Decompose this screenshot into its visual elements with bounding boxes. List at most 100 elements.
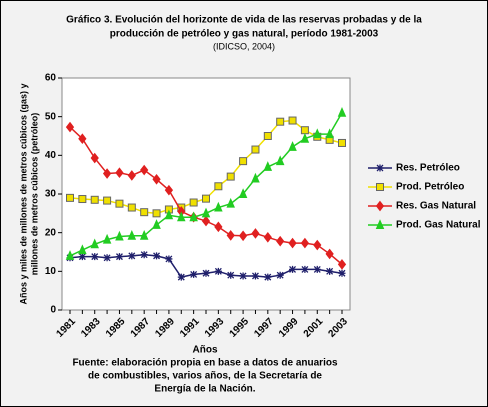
- marker: [189, 211, 198, 222]
- marker: [177, 273, 185, 281]
- marker: [90, 238, 99, 249]
- marker: [202, 269, 210, 277]
- y-axis-label: Años y miles de millones de metros cúbic…: [18, 83, 28, 304]
- marker: [300, 132, 310, 143]
- y-tick-label: 20: [45, 227, 57, 238]
- marker: [263, 132, 272, 140]
- marker: [152, 209, 161, 218]
- marker: [226, 197, 235, 208]
- marker: [127, 230, 137, 240]
- marker: [103, 196, 112, 205]
- marker: [140, 251, 148, 259]
- marker: [102, 233, 112, 244]
- marker: [226, 230, 235, 241]
- source-note: Energía de la Nación.: [154, 384, 255, 395]
- marker: [326, 267, 334, 275]
- marker: [153, 252, 161, 260]
- marker: [276, 117, 285, 126]
- marker: [251, 272, 259, 280]
- chart-subtitle: (IDICSO, 2004): [213, 41, 275, 51]
- marker: [127, 203, 136, 212]
- chart-title: Gráfico 3. Evolución del horizonte de vi…: [66, 15, 422, 26]
- marker: [202, 194, 210, 203]
- marker: [264, 273, 272, 281]
- marker: [313, 265, 321, 273]
- marker: [251, 228, 260, 239]
- marker: [276, 235, 285, 247]
- marker: [300, 126, 309, 135]
- marker: [214, 267, 222, 275]
- marker: [115, 199, 124, 208]
- marker: [115, 230, 124, 241]
- legend-marker: [376, 183, 384, 191]
- marker: [164, 184, 174, 196]
- marker: [337, 259, 347, 270]
- marker: [289, 265, 297, 273]
- marker: [214, 182, 223, 191]
- legend-marker: [376, 164, 384, 172]
- marker: [127, 170, 136, 181]
- marker: [239, 272, 247, 280]
- marker: [65, 250, 75, 260]
- marker: [165, 255, 173, 263]
- marker: [288, 237, 297, 249]
- marker: [263, 231, 272, 243]
- marker: [115, 253, 123, 261]
- marker: [325, 128, 334, 139]
- marker: [102, 168, 112, 179]
- marker: [238, 230, 248, 242]
- y-tick-label: 30: [45, 189, 57, 200]
- marker: [103, 254, 111, 262]
- legend-marker: [375, 219, 385, 229]
- x-axis-label: Años: [193, 345, 218, 356]
- marker: [251, 172, 260, 183]
- marker: [140, 208, 149, 217]
- marker: [78, 133, 87, 145]
- marker: [338, 138, 346, 147]
- marker: [140, 164, 149, 176]
- marker: [288, 116, 297, 125]
- marker: [325, 248, 334, 260]
- source-note: de combustibles, varios años, de la Secr…: [88, 371, 322, 382]
- marker: [139, 230, 149, 240]
- legend-marker: [375, 200, 385, 212]
- marker: [238, 188, 248, 198]
- marker: [313, 128, 322, 139]
- source-note: Fuente: elaboración propia en base a dat…: [72, 358, 338, 369]
- marker: [227, 271, 235, 279]
- marker: [66, 193, 74, 202]
- y-tick-label: 0: [50, 305, 56, 316]
- marker: [263, 161, 273, 171]
- legend-label: Prod. Petróleo: [396, 182, 464, 193]
- marker: [288, 141, 297, 151]
- y-tick-label: 60: [45, 73, 57, 84]
- marker: [239, 157, 248, 166]
- marker: [275, 155, 285, 166]
- marker: [164, 209, 174, 220]
- marker: [214, 201, 223, 212]
- marker: [251, 145, 260, 154]
- marker: [300, 237, 310, 249]
- marker: [91, 253, 99, 261]
- marker: [177, 211, 186, 222]
- marker: [189, 198, 198, 207]
- marker: [78, 253, 86, 261]
- marker: [301, 265, 309, 273]
- legend-label: Res. Gas Natural: [396, 201, 476, 212]
- marker: [201, 207, 211, 218]
- marker: [90, 152, 99, 164]
- legend-label: Res. Petróleo: [396, 163, 460, 174]
- marker: [338, 269, 346, 277]
- marker: [201, 215, 211, 227]
- y-tick-label: 40: [45, 150, 57, 161]
- marker: [214, 221, 223, 233]
- marker: [78, 195, 87, 204]
- marker: [78, 244, 87, 255]
- y-tick-label: 10: [45, 266, 57, 277]
- marker: [65, 121, 75, 133]
- marker: [276, 271, 284, 279]
- marker: [313, 239, 322, 251]
- marker: [152, 173, 161, 185]
- y-tick-label: 50: [45, 111, 57, 122]
